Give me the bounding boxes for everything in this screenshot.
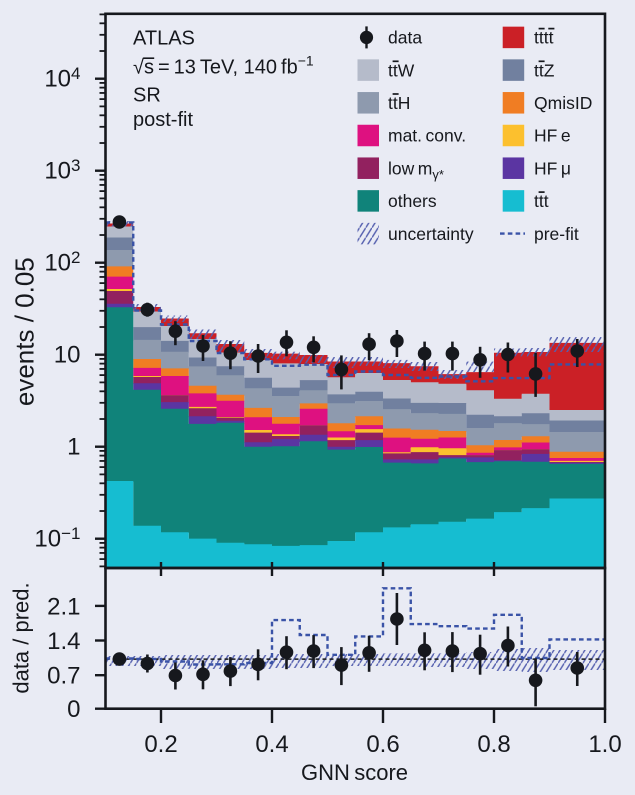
svg-text:0.4: 0.4: [255, 731, 288, 758]
svg-text:√s = 13 TeV, 140 fb−1: √s = 13 TeV, 140 fb−1: [133, 53, 314, 79]
svg-text:2.1: 2.1: [47, 593, 80, 620]
svg-text:pre-fit: pre-fit: [534, 224, 579, 244]
svg-text:events / 0.05: events / 0.05: [10, 257, 40, 406]
svg-text:QmisID: QmisID: [534, 93, 592, 113]
svg-text:uncertainty: uncertainty: [388, 224, 474, 244]
svg-text:10−1: 10−1: [34, 524, 80, 553]
svg-text:ATLAS: ATLAS: [133, 28, 195, 50]
svg-text:ttW: ttW: [388, 60, 415, 80]
svg-text:1.4: 1.4: [47, 628, 80, 655]
svg-text:0.8: 0.8: [477, 731, 510, 758]
svg-text:0.2: 0.2: [144, 731, 177, 758]
svg-text:ttH: ttH: [388, 93, 410, 113]
svg-text:0.7: 0.7: [47, 663, 80, 690]
svg-text:SR: SR: [133, 85, 161, 107]
svg-text:1.0: 1.0: [588, 731, 621, 758]
svg-text:mat. conv.: mat. conv.: [388, 126, 466, 146]
svg-text:post-fit: post-fit: [133, 109, 193, 131]
svg-text:0: 0: [67, 696, 80, 723]
svg-text:1: 1: [67, 434, 80, 461]
svg-text:HF e: HF e: [534, 126, 571, 146]
svg-text:low mγ*: low mγ*: [388, 158, 444, 182]
svg-text:data / pred.: data / pred.: [9, 582, 34, 693]
svg-text:GNN score: GNN score: [301, 760, 408, 785]
svg-text:tttt: tttt: [534, 28, 554, 48]
svg-text:10: 10: [54, 342, 81, 369]
svg-text:HF μ: HF μ: [534, 158, 571, 178]
svg-text:0.6: 0.6: [366, 731, 399, 758]
svg-text:others: others: [388, 191, 437, 211]
svg-text:ttt: ttt: [534, 191, 549, 211]
svg-text:ttZ: ttZ: [534, 60, 555, 80]
svg-text:data: data: [388, 28, 422, 48]
